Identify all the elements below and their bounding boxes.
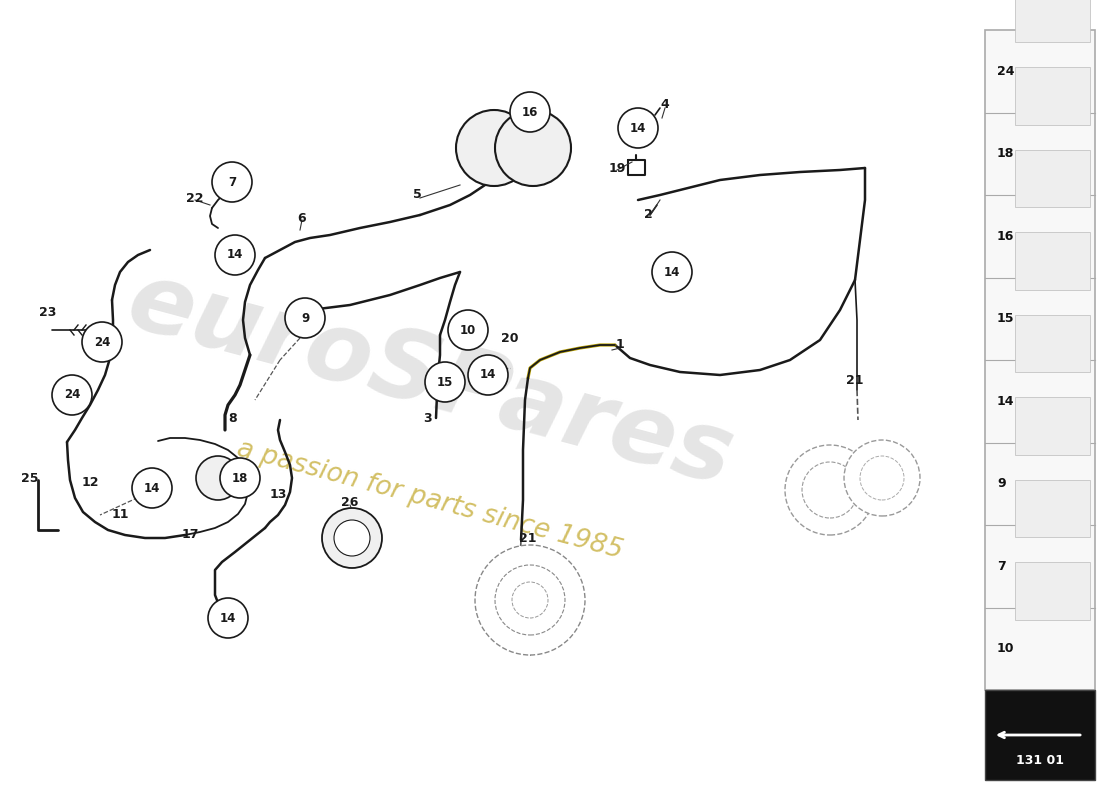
Text: 21: 21 xyxy=(846,374,864,386)
Text: 15: 15 xyxy=(437,375,453,389)
Text: 21: 21 xyxy=(519,531,537,545)
Circle shape xyxy=(860,456,904,500)
Text: 6: 6 xyxy=(298,211,306,225)
Text: 22: 22 xyxy=(186,191,204,205)
Circle shape xyxy=(495,565,565,635)
Text: 13: 13 xyxy=(270,489,287,502)
Circle shape xyxy=(212,162,252,202)
Text: 2: 2 xyxy=(644,209,652,222)
Text: 18: 18 xyxy=(232,471,249,485)
Text: 24: 24 xyxy=(94,335,110,349)
Text: 10: 10 xyxy=(997,642,1014,655)
Circle shape xyxy=(652,252,692,292)
Bar xyxy=(1015,562,1090,620)
Text: 14: 14 xyxy=(227,249,243,262)
Circle shape xyxy=(132,468,172,508)
Text: 14: 14 xyxy=(144,482,161,494)
Text: 3: 3 xyxy=(424,411,432,425)
Text: 16: 16 xyxy=(521,106,538,118)
Text: 14: 14 xyxy=(663,266,680,278)
Text: 25: 25 xyxy=(21,471,38,485)
Text: 4: 4 xyxy=(661,98,670,111)
Circle shape xyxy=(52,375,92,415)
Text: 8: 8 xyxy=(229,411,238,425)
Circle shape xyxy=(448,310,488,350)
Circle shape xyxy=(456,110,532,186)
Circle shape xyxy=(82,322,122,362)
Text: 12: 12 xyxy=(81,475,99,489)
Text: 10: 10 xyxy=(460,323,476,337)
Text: 26: 26 xyxy=(341,495,359,509)
Text: 14: 14 xyxy=(630,122,646,134)
Bar xyxy=(1015,0,1090,42)
Text: 24: 24 xyxy=(997,65,1014,78)
Bar xyxy=(1015,67,1090,125)
Text: 131 01: 131 01 xyxy=(1016,754,1064,766)
Circle shape xyxy=(844,440,920,516)
Circle shape xyxy=(495,110,571,186)
Text: 17: 17 xyxy=(182,529,199,542)
Bar xyxy=(1015,397,1090,455)
Circle shape xyxy=(475,545,585,655)
Circle shape xyxy=(220,458,260,498)
Text: a passion for parts since 1985: a passion for parts since 1985 xyxy=(234,436,626,564)
Text: 14: 14 xyxy=(997,394,1014,408)
Circle shape xyxy=(285,298,324,338)
Text: 1: 1 xyxy=(616,338,625,351)
Circle shape xyxy=(196,456,240,500)
Text: 9: 9 xyxy=(997,478,1005,490)
Bar xyxy=(984,690,1094,780)
Circle shape xyxy=(785,445,874,535)
Bar xyxy=(984,30,1094,690)
Circle shape xyxy=(425,362,465,402)
Bar xyxy=(1015,480,1090,538)
Bar xyxy=(1015,314,1090,372)
Text: 18: 18 xyxy=(997,147,1014,160)
Text: 14: 14 xyxy=(220,611,236,625)
Text: 5: 5 xyxy=(412,189,421,202)
Text: 15: 15 xyxy=(997,312,1014,326)
Text: 7: 7 xyxy=(228,175,236,189)
Text: 24: 24 xyxy=(64,389,80,402)
Circle shape xyxy=(512,582,548,618)
Bar xyxy=(1015,150,1090,207)
Circle shape xyxy=(618,108,658,148)
Text: 14: 14 xyxy=(480,369,496,382)
Circle shape xyxy=(510,92,550,132)
Text: euroSPares: euroSPares xyxy=(118,254,743,506)
Circle shape xyxy=(468,355,508,395)
Text: 20: 20 xyxy=(502,331,519,345)
Circle shape xyxy=(208,598,248,638)
Circle shape xyxy=(334,520,370,556)
Text: 11: 11 xyxy=(111,509,129,522)
Text: 23: 23 xyxy=(40,306,57,318)
Bar xyxy=(1015,232,1090,290)
Circle shape xyxy=(214,235,255,275)
Text: 9: 9 xyxy=(301,311,309,325)
Circle shape xyxy=(322,508,382,568)
Text: 19: 19 xyxy=(608,162,626,174)
Text: 16: 16 xyxy=(997,230,1014,242)
Text: 7: 7 xyxy=(997,560,1005,573)
Circle shape xyxy=(802,462,858,518)
